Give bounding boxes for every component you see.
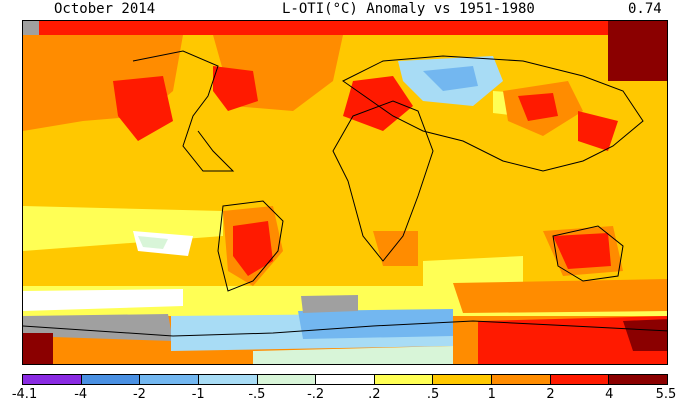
antarctic-extreme-east	[623, 319, 667, 351]
southern-ocean-neutral	[23, 289, 183, 311]
legend-tick-label: -4	[74, 387, 88, 402]
eurasia-coast	[342, 55, 644, 172]
legend-tick-label: -.2	[307, 387, 325, 402]
anomaly-map-canvas	[23, 21, 667, 364]
map-title: L-OTI(°C) Anomaly vs 1951-1980	[282, 1, 535, 17]
legend-swatch	[257, 375, 317, 384]
southern-africa-warm	[373, 231, 418, 266]
legend-swatch	[198, 375, 258, 384]
antarctic-missing-west	[23, 314, 173, 341]
legend-swatch	[492, 375, 551, 384]
legend-swatch	[140, 375, 199, 384]
legend-swatch	[550, 375, 610, 384]
antarctic-colder	[298, 309, 453, 339]
south-america-coast	[217, 200, 284, 292]
legend-tick-label: -2	[132, 387, 146, 402]
coastlines	[23, 50, 667, 337]
legend-swatch	[374, 375, 434, 384]
legend-tick-label: 4	[605, 387, 614, 402]
south-pacific-cool	[138, 236, 168, 249]
legend-tick-label: .2	[368, 387, 381, 402]
south-america-hot	[233, 221, 273, 276]
map-date: October 2014	[54, 1, 156, 17]
africa-coast	[332, 100, 434, 262]
arctic-warm-band	[23, 21, 667, 35]
legend-color-bar	[22, 374, 668, 385]
russia-colder	[423, 66, 478, 91]
legend-swatch	[23, 375, 82, 384]
australia-hot	[553, 233, 611, 269]
mongolia-hot	[518, 93, 558, 121]
greenland-labrador-hot	[213, 66, 258, 111]
antarctic-extreme-west	[23, 333, 53, 364]
legend-swatch	[609, 375, 668, 384]
legend-tick-label: 2	[546, 387, 555, 402]
missing-data-nw	[23, 21, 39, 35]
global-mean-value: 0.74	[628, 1, 662, 17]
southern-indian-warm	[453, 279, 667, 313]
antarctic-cool-edge	[253, 346, 453, 364]
legend-swatch	[316, 375, 375, 384]
legend-tick-labels: -4.1 -4 -2 -1 -.5 -.2 .2 .5 1 2 4 5.5	[12, 387, 676, 402]
legend-swatch	[81, 375, 141, 384]
legend-tick-label: .5	[426, 387, 440, 402]
legend-tick-label: -1	[191, 387, 205, 402]
north-america-coast	[132, 50, 235, 172]
australia-coast	[552, 225, 624, 282]
legend-swatch	[433, 375, 493, 384]
antarctic-missing-east	[301, 295, 358, 313]
japan-hot	[578, 111, 618, 151]
title-bar: October 2014 L-OTI(°C) Anomaly vs 1951-1…	[0, 0, 679, 20]
legend-tick-label: 1	[487, 387, 496, 402]
antarctica-coast	[23, 320, 667, 337]
legend-tick-label: 5.5	[655, 387, 677, 402]
legend-tick-label: -4.1	[11, 387, 38, 402]
siberia-extreme-patch	[608, 21, 667, 81]
western-na-hot	[113, 76, 173, 141]
anomaly-map	[22, 20, 668, 365]
color-legend: -4.1 -4 -2 -1 -.5 -.2 .2 .5 1 2 4 5.5	[12, 374, 676, 403]
legend-tick-label: -.5	[248, 387, 266, 402]
